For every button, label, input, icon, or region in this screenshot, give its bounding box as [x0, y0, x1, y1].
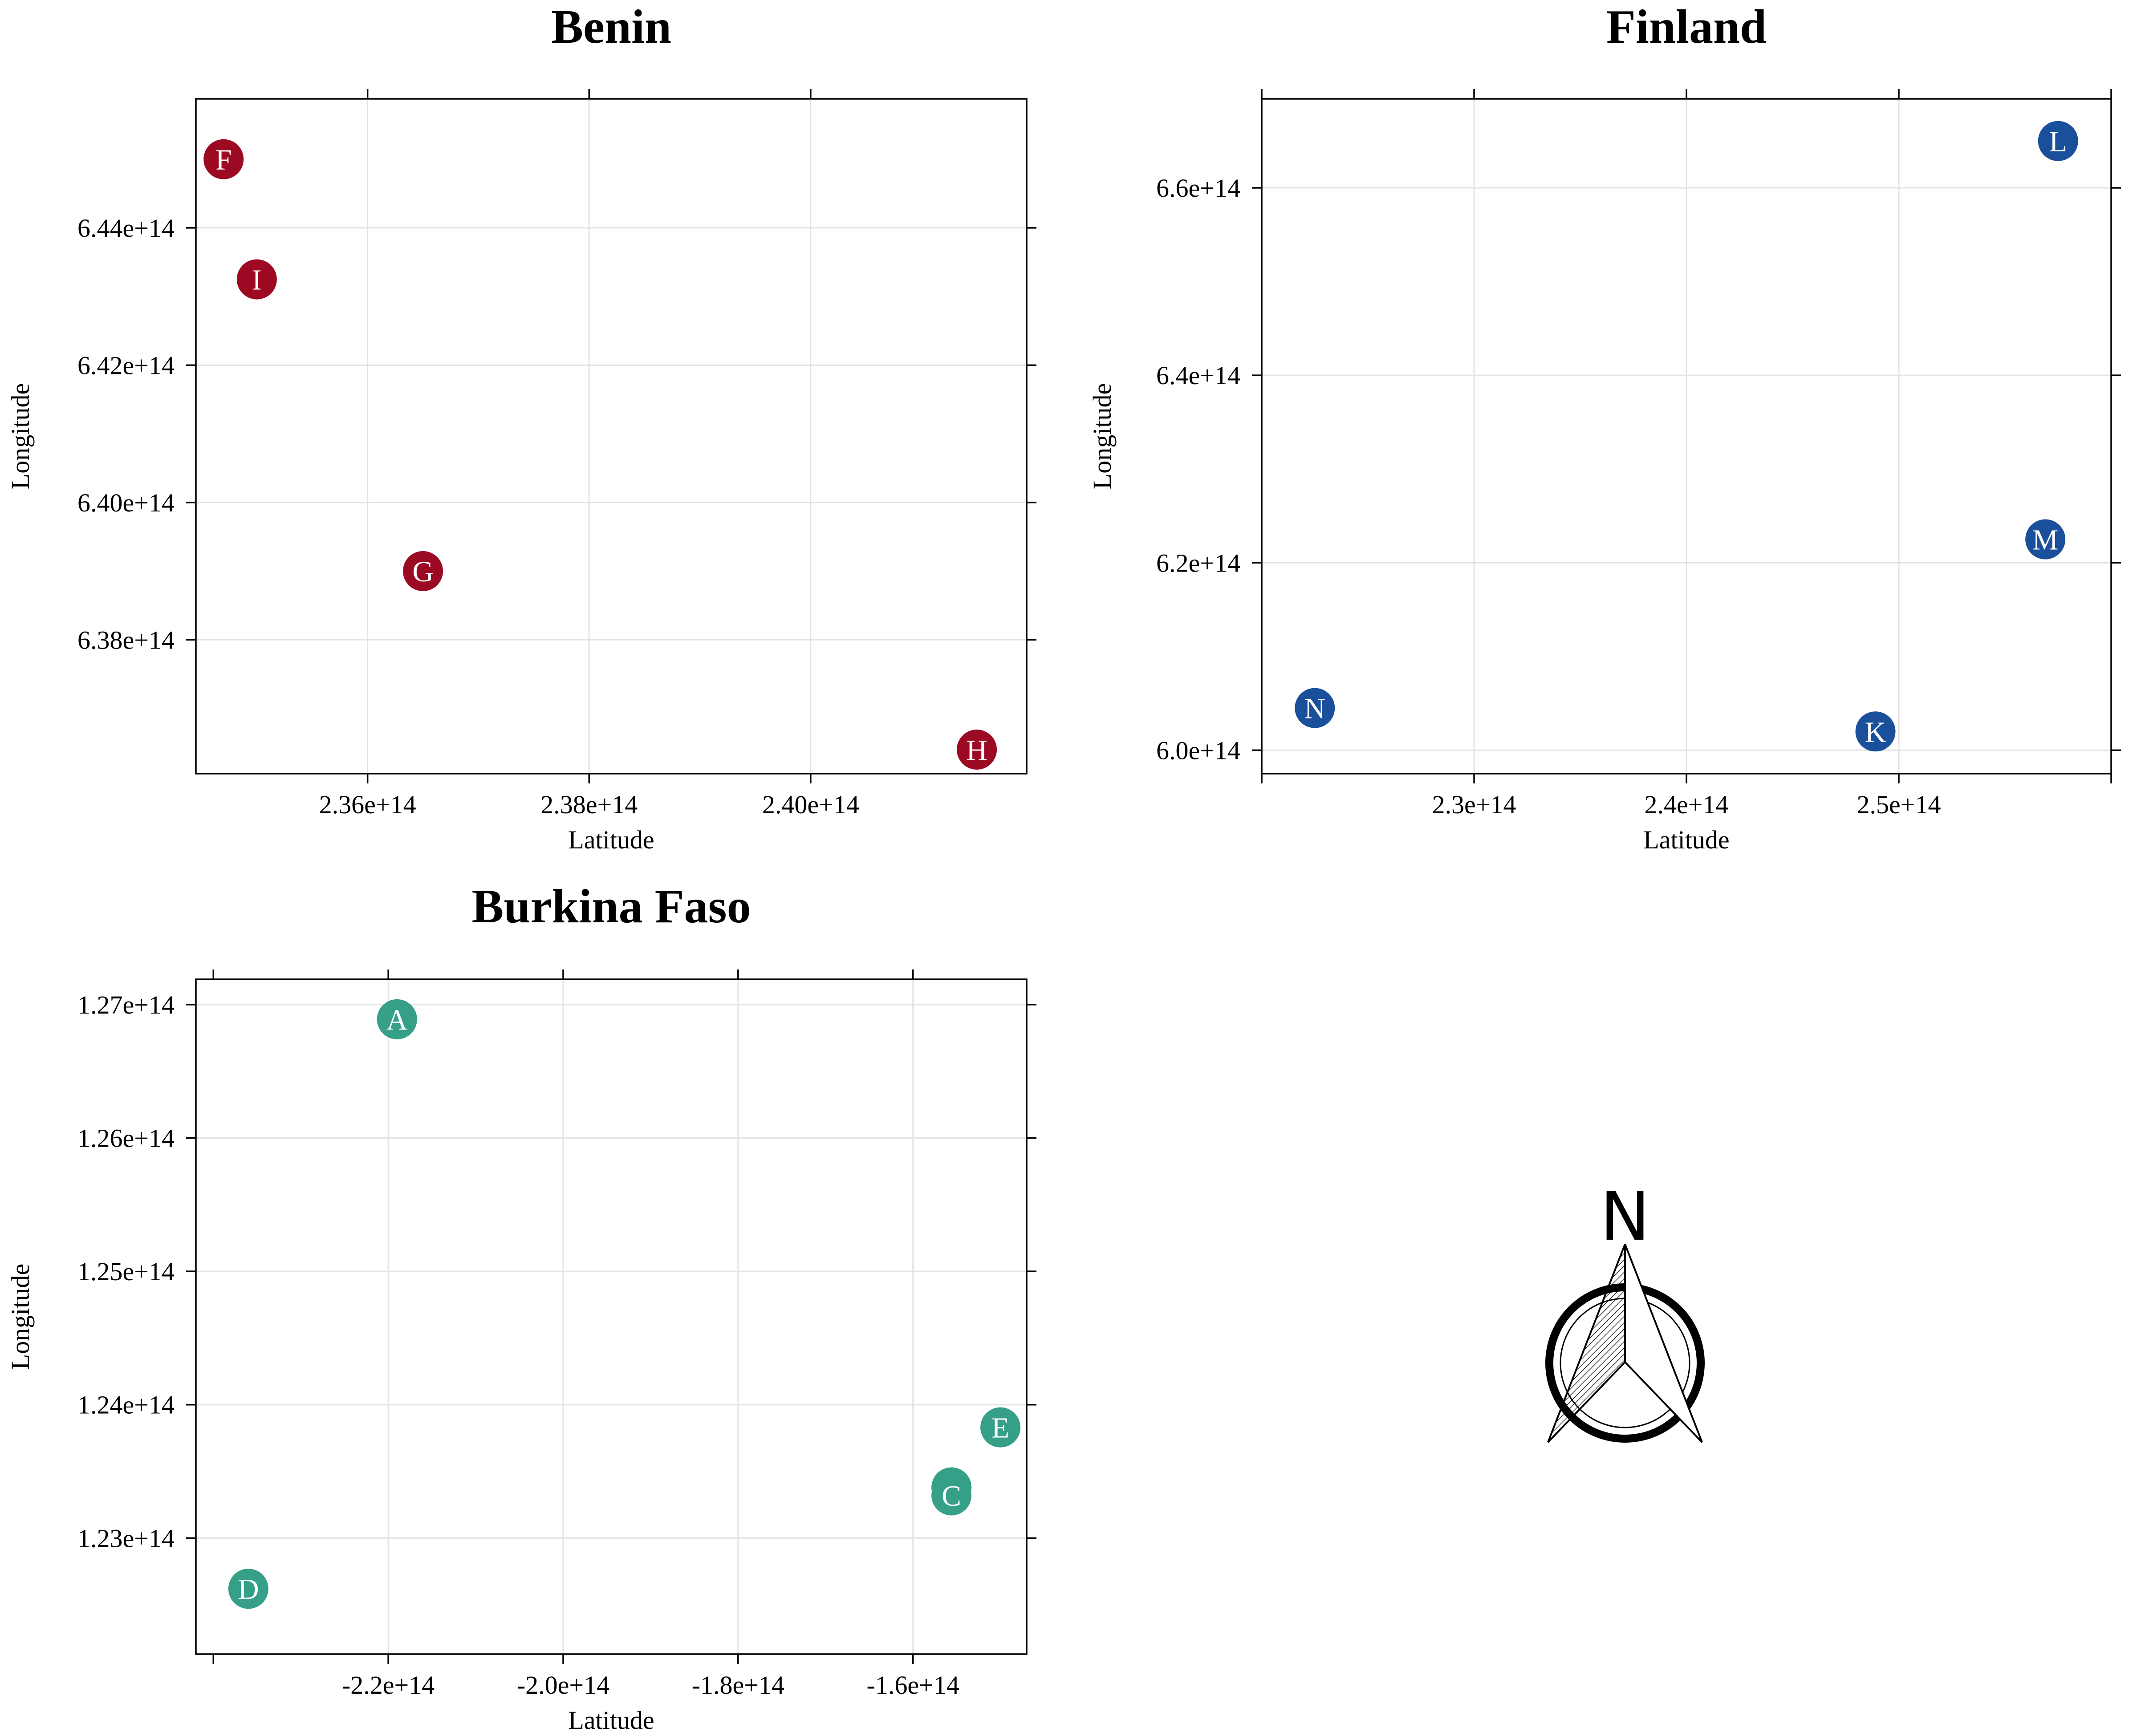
point-I: I	[236, 259, 277, 300]
point-marker	[236, 259, 277, 300]
point-label: I	[252, 264, 262, 296]
y-tick-label: 1.23e+14	[77, 1524, 175, 1553]
point-label: L	[2049, 126, 2067, 158]
x-tick-label: 2.36e+14	[319, 790, 416, 819]
north-arrow-icon: N	[1545, 1178, 1705, 1443]
panel-title: Benin	[551, 0, 671, 53]
x-tick-label: 2.40e+14	[762, 790, 859, 819]
y-tick-label: 6.38e+14	[77, 625, 175, 654]
x-axis-label: Latitude	[568, 825, 654, 854]
point-label: A	[386, 1004, 408, 1036]
plot-frame	[195, 98, 1028, 775]
north-letter: N	[1600, 1178, 1650, 1256]
x-tick-label: -1.8e+14	[692, 1671, 784, 1699]
y-axis-label: Longitude	[1088, 383, 1117, 489]
point-G: G	[403, 551, 443, 592]
x-tick-label: 2.38e+14	[540, 790, 638, 819]
x-tick-label: -1.6e+14	[867, 1671, 959, 1699]
point-A: A	[377, 999, 417, 1039]
y-tick-label: 6.42e+14	[77, 351, 175, 380]
point-marker	[203, 139, 244, 179]
point-label: K	[1865, 716, 1886, 748]
x-tick-label: -2.0e+14	[517, 1671, 609, 1699]
y-tick-label: 6.6e+14	[1156, 174, 1240, 203]
point-D: D	[228, 1569, 268, 1609]
panel-burkina-faso: Burkina Faso -2.2e+14 -2.0e+14 -1.8e+14 -1.6…	[6, 880, 1036, 1735]
point-label: E	[991, 1412, 1009, 1444]
point-label: N	[1304, 693, 1325, 725]
panel-benin: Benin 2.36e+14 2.38e+14 2.40e+14 6.38e+14 6.4…	[6, 0, 1036, 854]
point-K: K	[1855, 711, 1896, 752]
y-tick-label: 1.24e+14	[77, 1391, 175, 1420]
panel-title: Burkina Faso	[471, 880, 751, 933]
point-label: C	[942, 1480, 961, 1512]
panel-finland: Finland 2.3e+14 2.4e+14 2.5e+14 6.0e+14 6.2e+…	[1088, 0, 2121, 854]
y-axis-label: Longitude	[6, 383, 35, 489]
y-axis-label: Longitude	[6, 1264, 35, 1370]
point-label: G	[412, 556, 434, 588]
y-tick-label: 1.25e+14	[77, 1257, 175, 1286]
point-label: D	[238, 1573, 259, 1606]
point-marker	[931, 1475, 972, 1516]
point-label: H	[966, 734, 987, 767]
point-marker	[980, 1407, 1021, 1448]
point-marker	[228, 1569, 268, 1609]
point-marker	[2025, 519, 2066, 560]
point-F: F	[203, 139, 244, 179]
point-marker	[1855, 711, 1896, 752]
point-L: L	[2038, 121, 2078, 161]
panel-title: Finland	[1606, 0, 1767, 53]
point-marker	[377, 999, 417, 1039]
plot-frame	[195, 978, 1028, 1655]
point-H: H	[957, 730, 997, 770]
y-tick-label: 6.0e+14	[1156, 736, 1240, 765]
y-tick-label: 6.44e+14	[77, 214, 175, 243]
y-tick-label: 6.4e+14	[1156, 361, 1240, 390]
x-tick-label: 2.5e+14	[1857, 790, 1941, 819]
point-marker	[957, 730, 997, 770]
y-tick-label: 1.26e+14	[77, 1124, 175, 1153]
point-E: E	[980, 1407, 1021, 1448]
point-marker	[403, 551, 443, 592]
x-tick-label: -2.2e+14	[342, 1671, 435, 1699]
point-N: N	[1295, 688, 1335, 728]
map-panels: Benin 2.36e+14 2.38e+14 2.40e+14 6.38e+14 6.4…	[6, 0, 2121, 1735]
x-axis-label: Latitude	[568, 1706, 654, 1735]
y-tick-label: 6.40e+14	[77, 488, 175, 517]
point-marker	[1295, 688, 1335, 728]
x-axis-label: Latitude	[1643, 825, 1729, 854]
x-tick-label: 2.4e+14	[1645, 790, 1729, 819]
x-tick-label: 2.3e+14	[1432, 790, 1516, 819]
point-label: M	[2032, 524, 2059, 556]
y-tick-label: 1.27e+14	[77, 990, 175, 1019]
point-label: F	[215, 144, 232, 176]
y-tick-label: 6.2e+14	[1156, 548, 1240, 577]
point-marker	[2038, 121, 2078, 161]
point-C: C	[931, 1475, 972, 1516]
point-M: M	[2025, 519, 2066, 560]
